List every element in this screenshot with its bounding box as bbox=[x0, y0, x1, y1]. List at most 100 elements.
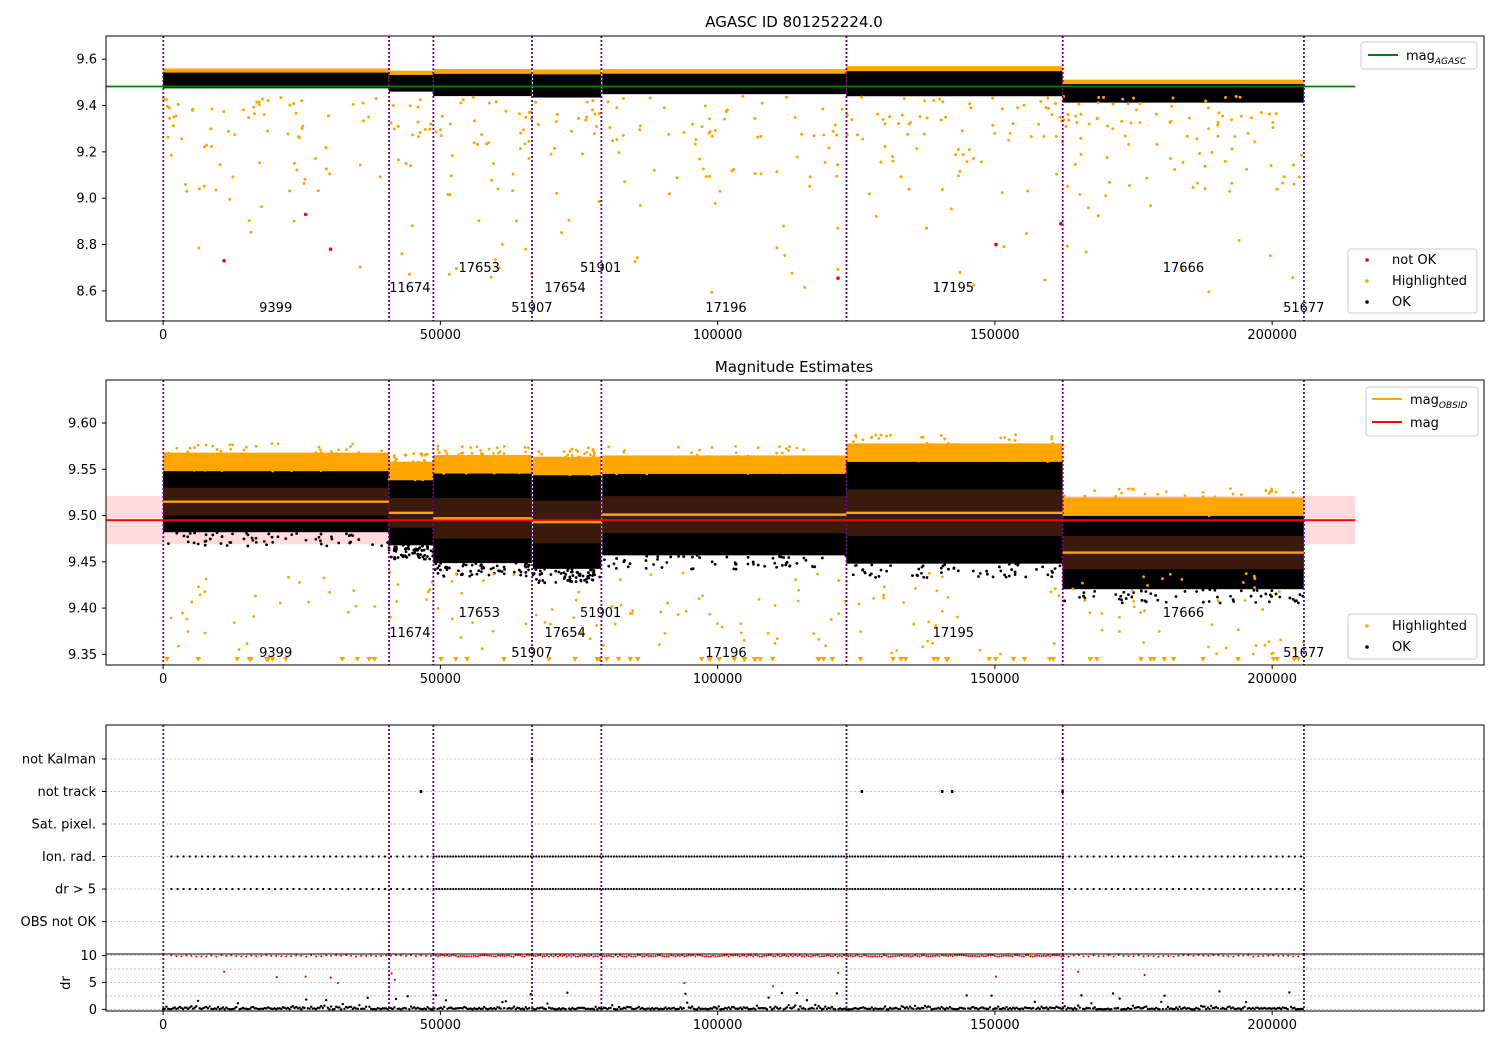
dr-ok-point bbox=[913, 1004, 917, 1008]
flags-point bbox=[1009, 855, 1012, 858]
dr-outlier-point bbox=[836, 971, 840, 974]
mag-highlighted-point bbox=[1252, 499, 1256, 502]
mag-highlighted-point bbox=[278, 601, 282, 605]
dr-ok-point bbox=[426, 1006, 429, 1009]
mag-highlighted-point bbox=[773, 604, 777, 607]
mag-highlighted-point bbox=[480, 462, 483, 465]
dr-high-point bbox=[874, 955, 877, 958]
agasc-highlighted-point bbox=[1217, 111, 1221, 115]
mag-ok-point bbox=[319, 542, 323, 546]
mag-ok-point bbox=[434, 562, 438, 566]
mag-ok-point bbox=[271, 540, 275, 544]
mag-highlighted-point bbox=[197, 585, 200, 589]
agasc-highlighted-point bbox=[1126, 102, 1130, 106]
mag-lower-limit-marker bbox=[986, 656, 992, 662]
flags-point bbox=[501, 855, 505, 858]
mag-highlighted-point bbox=[644, 465, 648, 469]
dr-high-point bbox=[670, 954, 673, 957]
dr-high-point bbox=[612, 955, 615, 958]
mag-lower-limit-marker bbox=[1094, 656, 1100, 662]
dr-high-point bbox=[661, 955, 664, 958]
mag-highlighted-point bbox=[347, 457, 351, 461]
agasc-highlighted-point bbox=[1097, 95, 1101, 99]
agasc-highlighted-point bbox=[1111, 127, 1115, 131]
dr-high-point bbox=[623, 955, 626, 958]
mag-highlighted-point bbox=[228, 443, 232, 447]
mag-highlighted-point bbox=[739, 631, 743, 635]
mag-highlighted-point bbox=[710, 446, 714, 449]
mag-ok-point bbox=[941, 564, 945, 568]
flags-point bbox=[1080, 887, 1083, 891]
flags-point bbox=[926, 887, 929, 891]
mag-highlighted-point bbox=[861, 454, 864, 458]
dr-high-point bbox=[195, 955, 198, 958]
dr-high-point bbox=[627, 954, 630, 957]
dr-ok-point bbox=[1083, 1007, 1086, 1011]
mag-highlighted-point bbox=[284, 465, 288, 469]
mag-ok-point bbox=[780, 563, 784, 567]
flags-point bbox=[937, 887, 940, 891]
mag-highlighted-point bbox=[254, 594, 257, 598]
mag-ok-point bbox=[1278, 595, 1282, 599]
mag-lower-limit-marker bbox=[1151, 656, 1157, 662]
dr-high-point bbox=[843, 954, 846, 957]
mag-highlighted-point bbox=[1213, 495, 1217, 499]
mag-highlighted-point bbox=[926, 639, 929, 643]
flags-point bbox=[818, 855, 821, 858]
dr-high-point bbox=[461, 955, 464, 958]
dr-high-point bbox=[508, 954, 511, 957]
dr-ok-point bbox=[729, 1007, 732, 1011]
dr-high-point bbox=[300, 954, 303, 957]
mag-highlighted-point bbox=[935, 589, 939, 593]
mag-highlighted-point bbox=[208, 459, 212, 462]
dr-high-point bbox=[636, 954, 639, 957]
flags-point bbox=[188, 855, 191, 858]
mag-highlighted-point bbox=[991, 443, 995, 447]
agasc-highlighted-point bbox=[378, 175, 382, 179]
dr-high-point bbox=[485, 954, 488, 957]
dr-high-point bbox=[335, 954, 338, 957]
mag-highlighted-point bbox=[1236, 628, 1240, 632]
dr-high-point bbox=[969, 955, 972, 958]
flags-point bbox=[510, 887, 513, 891]
flags-point bbox=[693, 887, 696, 891]
mag-ok-point bbox=[644, 559, 648, 562]
flags-point bbox=[537, 887, 541, 891]
flags-point bbox=[408, 887, 411, 891]
mag-ok-point bbox=[869, 572, 873, 576]
dr-ok-point bbox=[963, 1007, 967, 1010]
dr-ok-point bbox=[434, 994, 438, 997]
agasc-highlighted-point bbox=[1022, 103, 1026, 107]
mag-highlighted-point bbox=[579, 456, 583, 460]
mag-ok-point bbox=[1016, 563, 1020, 567]
mag-highlighted-point bbox=[1035, 450, 1038, 454]
flags-point bbox=[806, 855, 810, 858]
dr-ok-point bbox=[830, 1005, 834, 1009]
agasc-highlighted-point bbox=[925, 116, 929, 120]
mag-ok-point bbox=[939, 566, 943, 570]
agasc-highlighted-point bbox=[1224, 95, 1228, 99]
agasc-highlighted-point bbox=[1269, 164, 1273, 168]
flags-point bbox=[316, 855, 319, 858]
flags-point bbox=[485, 887, 488, 891]
flags-point bbox=[471, 855, 474, 858]
dr-ok-point bbox=[502, 1007, 506, 1010]
mag-ok-point bbox=[1255, 589, 1259, 592]
mag-highlighted-point bbox=[442, 472, 445, 475]
mag-ok-point bbox=[439, 561, 443, 565]
flags-point bbox=[560, 855, 563, 858]
mag-ok-point bbox=[889, 564, 892, 568]
dr-ok-point bbox=[596, 1008, 599, 1011]
flags-point bbox=[1214, 855, 1217, 858]
flags-point bbox=[543, 855, 546, 858]
dr-high-point bbox=[616, 955, 619, 958]
agasc-highlighted-point bbox=[567, 218, 571, 222]
mag-highlighted-point bbox=[659, 610, 663, 614]
mag-ok-point bbox=[734, 562, 737, 566]
agasc-highlighted-point bbox=[741, 94, 745, 98]
flags-not-track-point bbox=[1061, 790, 1064, 793]
dr-ok-point bbox=[1036, 1006, 1040, 1009]
dr-ok-point bbox=[1053, 1007, 1056, 1010]
dr-high-point bbox=[705, 955, 708, 958]
mag-highlighted-point bbox=[1157, 630, 1161, 633]
